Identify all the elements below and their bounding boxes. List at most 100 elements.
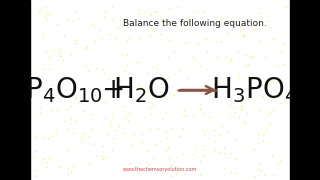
Point (152, 9, 157, 12)
Point (261, 131, 266, 134)
Point (164, 149, 169, 152)
Text: H$_3$PO$_4$: H$_3$PO$_4$ (211, 75, 298, 105)
Point (114, 73, 119, 76)
Point (43, 15, 48, 18)
Point (240, 33, 245, 36)
Point (242, 121, 247, 124)
Point (133, 60, 139, 63)
Point (72, 164, 77, 167)
Point (154, 143, 159, 146)
Point (170, 174, 175, 177)
Point (213, 78, 218, 80)
Point (270, 80, 275, 82)
Point (200, 144, 205, 147)
Point (154, 11, 159, 14)
Point (61, 34, 66, 37)
Point (212, 149, 218, 152)
Point (210, 28, 215, 31)
Point (74, 38, 79, 41)
Point (263, 128, 268, 130)
Point (201, 9, 206, 12)
Point (211, 128, 216, 131)
Bar (290, 0, 320, 180)
Point (132, 133, 137, 136)
Bar (0, 0, 30, 180)
Point (238, 108, 243, 111)
Point (49, 83, 54, 86)
Point (92, 93, 97, 96)
Point (232, 111, 237, 114)
Point (45, 91, 50, 94)
Point (125, 94, 130, 97)
Point (148, 112, 153, 115)
Text: Balance the following equation.: Balance the following equation. (123, 19, 267, 28)
Point (233, 171, 238, 174)
Point (228, 170, 233, 173)
Point (240, 35, 245, 37)
Text: H$_2$O: H$_2$O (113, 75, 169, 105)
Point (85, 135, 90, 138)
Point (203, 147, 208, 150)
Point (77, 100, 82, 103)
Point (164, 137, 169, 140)
Point (101, 144, 106, 147)
Point (148, 106, 153, 109)
Point (54, 132, 59, 134)
Point (229, 58, 234, 60)
Point (31, 156, 36, 159)
Point (161, 26, 166, 29)
Point (256, 168, 261, 170)
Point (114, 37, 119, 40)
Point (147, 12, 152, 14)
Point (33, 149, 38, 152)
Point (269, 110, 274, 113)
Point (135, 82, 140, 85)
Point (192, 147, 197, 150)
Point (183, 114, 188, 117)
Point (73, 41, 78, 44)
Point (218, 41, 223, 44)
Point (235, 75, 240, 78)
Point (216, 151, 221, 154)
Point (37, 10, 42, 13)
Point (245, 98, 250, 101)
Point (217, 134, 222, 136)
Point (149, 66, 155, 69)
Point (107, 120, 112, 123)
Point (104, 10, 109, 13)
Point (270, 109, 276, 111)
Point (176, 135, 181, 138)
Point (198, 160, 203, 163)
Point (44, 18, 49, 21)
Point (266, 25, 271, 28)
Point (277, 101, 282, 104)
Point (197, 174, 202, 177)
Point (250, 75, 255, 78)
Point (181, 110, 186, 113)
Point (224, 130, 229, 132)
Point (184, 19, 189, 22)
Point (85, 69, 91, 72)
Point (241, 121, 246, 124)
Point (124, 63, 130, 66)
Point (271, 96, 276, 99)
Point (42, 50, 47, 52)
Point (116, 125, 121, 128)
Point (114, 87, 119, 90)
Point (113, 129, 118, 131)
Point (92, 40, 97, 43)
Point (214, 39, 219, 42)
Point (265, 114, 270, 117)
Point (93, 154, 99, 157)
Point (118, 18, 123, 21)
Point (91, 142, 96, 145)
Point (88, 162, 93, 165)
Point (103, 117, 108, 120)
Point (47, 67, 52, 70)
Point (197, 64, 203, 67)
Point (158, 33, 163, 35)
Point (176, 6, 181, 9)
Point (182, 41, 187, 44)
Point (233, 138, 238, 141)
Point (59, 47, 64, 50)
